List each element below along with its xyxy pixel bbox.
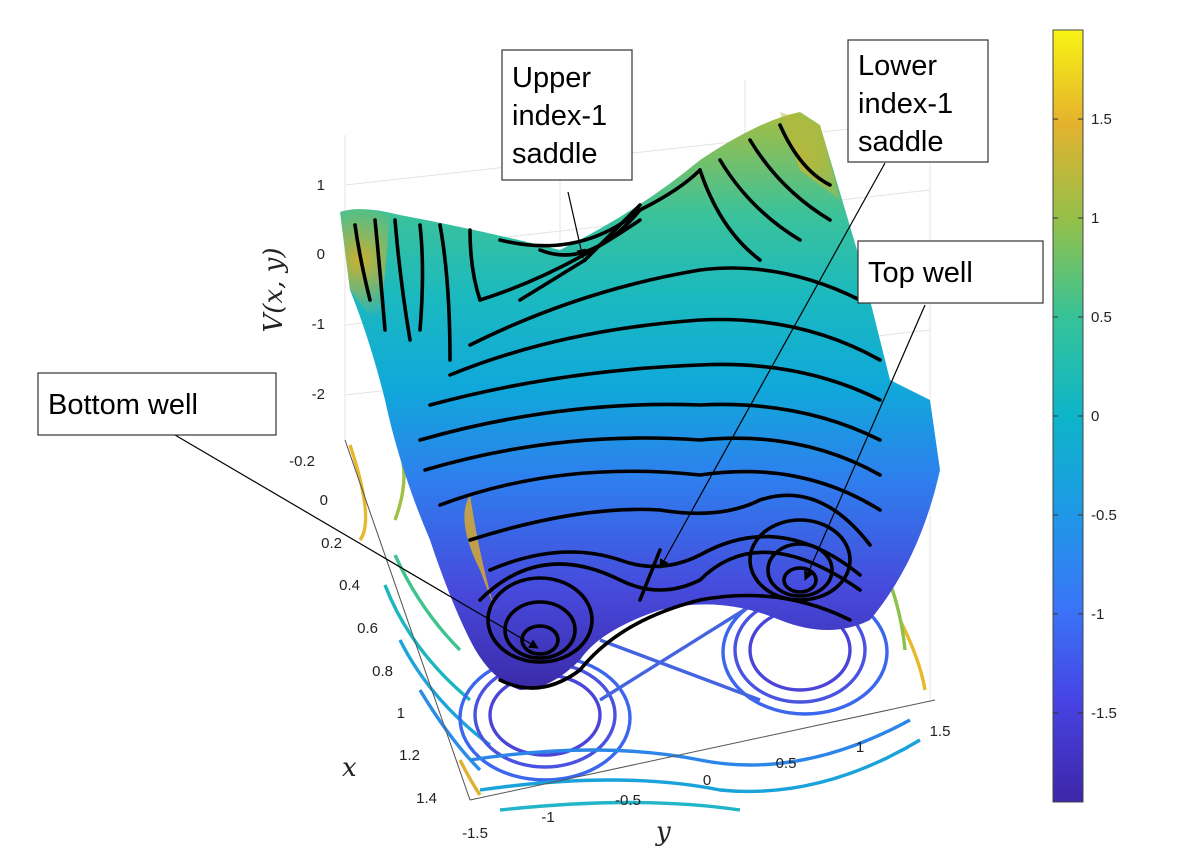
upper-saddle-arrow <box>567 191 586 259</box>
x-tick: 0.8 <box>372 663 393 680</box>
x-tick: 0.2 <box>321 535 342 552</box>
y-tick: 1 <box>856 739 864 756</box>
svg-text:index-1: index-1 <box>858 88 953 120</box>
colorbar-tick-label: -1.5 <box>1091 705 1117 722</box>
colorbar-tick-label: 0 <box>1091 408 1099 425</box>
svg-text:Bottom well: Bottom well <box>48 389 198 421</box>
x-tick: -0.2 <box>289 453 315 470</box>
x-axis-label: x <box>342 753 357 783</box>
svg-text:Top well: Top well <box>868 257 973 289</box>
z-tick: 0 <box>317 246 325 263</box>
annotation-lower-saddle: Lower index-1 saddle <box>847 39 989 163</box>
z-tick: -2 <box>312 386 325 403</box>
x-tick: 0.6 <box>357 620 378 637</box>
y-tick: 1.5 <box>930 723 951 740</box>
colorbar-tick-label: 1 <box>1091 210 1099 227</box>
colorbar: 1.5 1 0.5 0 -0.5 -1 -1.5 <box>1052 29 1117 803</box>
y-axis-label: y <box>655 817 671 847</box>
z-tick: -1 <box>312 316 325 333</box>
annotation-bottom-well: Bottom well <box>37 372 277 436</box>
y-tick: 0.5 <box>776 755 797 772</box>
top-well-arrow <box>804 304 926 581</box>
x-tick: 1.2 <box>399 747 420 764</box>
colorbar-tick-label: -0.5 <box>1091 507 1117 524</box>
x-tick: 1.4 <box>416 790 437 807</box>
x-axis: -0.2 0 0.2 0.4 0.6 0.8 1 1.2 1.4 x <box>289 439 471 807</box>
annotation-upper-saddle: Upper index-1 saddle <box>501 49 633 181</box>
y-tick: -0.5 <box>615 792 641 809</box>
annotation-top-well: Top well <box>857 240 1044 304</box>
lower-saddle-arrow <box>659 162 886 569</box>
x-tick: 0.4 <box>339 577 360 594</box>
y-tick: -1.5 <box>462 825 488 842</box>
svg-text:saddle: saddle <box>858 126 943 158</box>
colorbar-tick-label: 0.5 <box>1091 309 1112 326</box>
x-tick: 0 <box>320 492 328 509</box>
svg-text:index-1: index-1 <box>512 100 607 132</box>
y-tick: -1 <box>541 809 554 826</box>
z-axis: 1 0 -1 -2 V(x, y) <box>259 177 325 403</box>
svg-text:saddle: saddle <box>512 138 597 170</box>
y-tick: 0 <box>703 772 711 789</box>
z-tick: 1 <box>317 177 325 194</box>
z-axis-label: V(x, y) <box>259 248 289 333</box>
colorbar-tick-label: 1.5 <box>1091 111 1112 128</box>
svg-text:Lower: Lower <box>858 50 937 82</box>
floor-contours <box>348 444 927 812</box>
bottom-well-arrow <box>174 434 539 649</box>
surface-contours <box>353 123 882 690</box>
colorbar-tick-label: -1 <box>1091 606 1104 623</box>
y-axis: -1.5 -1 -0.5 0 0.5 1 1.5 y <box>462 699 951 847</box>
x-tick: 1 <box>397 705 405 722</box>
svg-text:Upper: Upper <box>512 62 591 94</box>
annotation-arrows <box>174 162 926 649</box>
